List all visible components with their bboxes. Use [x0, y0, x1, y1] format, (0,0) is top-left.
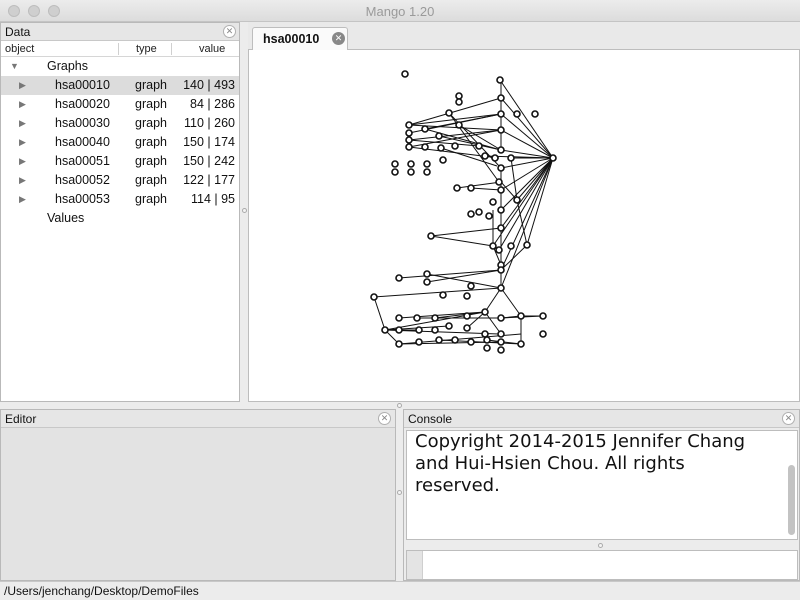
- column-object[interactable]: object: [5, 43, 35, 55]
- collapsed-triangle-icon[interactable]: ▶: [19, 137, 26, 147]
- graph-row-hsa00040[interactable]: ▶ hsa00040 graph 150 | 174: [19, 135, 235, 149]
- collapsed-triangle-icon[interactable]: ▶: [19, 194, 26, 204]
- splitter-handle-icon[interactable]: [598, 543, 603, 548]
- tab-hsa00010[interactable]: hsa00010 ✕: [252, 27, 348, 50]
- column-value[interactable]: value: [199, 43, 226, 55]
- graph-nodes[interactable]: [370, 70, 557, 354]
- window-titlebar: Mango 1.20: [0, 0, 800, 22]
- collapsed-triangle-icon[interactable]: ▶: [19, 80, 26, 90]
- console-panel-header: Console ✕: [404, 410, 799, 428]
- console-panel: Console ✕ Copyright 2014-2015 Jennifer C…: [403, 409, 800, 581]
- console-panel-title: Console: [408, 412, 453, 426]
- data-panel-title: Data: [5, 25, 31, 39]
- status-path: /Users/jenchang/Desktop/DemoFiles: [4, 584, 199, 598]
- editor-panel-title: Editor: [5, 412, 37, 426]
- console-panel-close-icon[interactable]: ✕: [782, 412, 795, 425]
- close-window-icon[interactable]: [8, 5, 20, 17]
- graph-tab-bar: hsa00010 ✕: [248, 22, 800, 50]
- data-panel: Data ✕ object type value ▼ Graphs ▶ hsa0…: [0, 22, 240, 402]
- network-graph[interactable]: [249, 50, 799, 400]
- collapsed-triangle-icon[interactable]: ▶: [19, 118, 26, 128]
- bottom-splitter[interactable]: [396, 409, 403, 581]
- tree-node-graphs[interactable]: ▼ Graphs: [10, 59, 88, 73]
- console-output-text: Copyright 2014-2015 Jennifer Chang and H…: [415, 431, 746, 496]
- graph-row-hsa00053[interactable]: ▶ hsa00053 graph 114 | 95: [19, 192, 235, 206]
- graph-row-hsa00052[interactable]: ▶ hsa00052 graph 122 | 177: [19, 173, 235, 187]
- graph-row-hsa00020[interactable]: ▶ hsa00020 graph 84 | 286: [19, 97, 235, 111]
- editor-panel-close-icon[interactable]: ✕: [378, 412, 391, 425]
- splitter-handle-icon[interactable]: [397, 403, 402, 408]
- editor-body[interactable]: [1, 428, 395, 580]
- editor-panel-header: Editor ✕: [1, 410, 395, 428]
- graph-canvas[interactable]: [248, 50, 800, 402]
- zoom-window-icon[interactable]: [48, 5, 60, 17]
- tab-close-icon[interactable]: ✕: [332, 32, 345, 45]
- graph-row-hsa00051[interactable]: ▶ hsa00051 graph 150 | 242: [19, 154, 235, 168]
- editor-panel: Editor ✕: [0, 409, 396, 581]
- window-title: Mango 1.20: [365, 4, 435, 19]
- console-input[interactable]: [406, 550, 798, 580]
- data-column-header: object type value: [1, 41, 239, 57]
- graph-edges: [373, 79, 554, 345]
- graph-row-hsa00030[interactable]: ▶ hsa00030 graph 110 | 260: [19, 116, 235, 130]
- graph-row-hsa00010[interactable]: ▶ hsa00010 graph 140 | 493: [1, 76, 239, 95]
- minimize-window-icon[interactable]: [28, 5, 40, 17]
- left-splitter[interactable]: [240, 22, 248, 402]
- status-bar: /Users/jenchang/Desktop/DemoFiles: [0, 581, 800, 600]
- collapsed-triangle-icon[interactable]: ▶: [19, 156, 26, 166]
- horizontal-splitter[interactable]: [0, 402, 800, 409]
- console-input-gutter: [407, 551, 423, 579]
- tree-node-values[interactable]: Values: [47, 211, 85, 225]
- tab-label: hsa00010: [263, 32, 320, 46]
- data-panel-close-icon[interactable]: ✕: [223, 25, 236, 38]
- splitter-handle-icon[interactable]: [242, 208, 247, 213]
- console-scrollbar[interactable]: [788, 465, 795, 535]
- data-panel-header: Data ✕: [1, 23, 239, 41]
- expanded-triangle-icon[interactable]: ▼: [10, 61, 19, 71]
- collapsed-triangle-icon[interactable]: ▶: [19, 99, 26, 109]
- column-type[interactable]: type: [136, 43, 157, 55]
- splitter-handle-icon[interactable]: [397, 490, 402, 495]
- collapsed-triangle-icon[interactable]: ▶: [19, 175, 26, 185]
- console-output[interactable]: Copyright 2014-2015 Jennifer Chang and H…: [406, 430, 798, 540]
